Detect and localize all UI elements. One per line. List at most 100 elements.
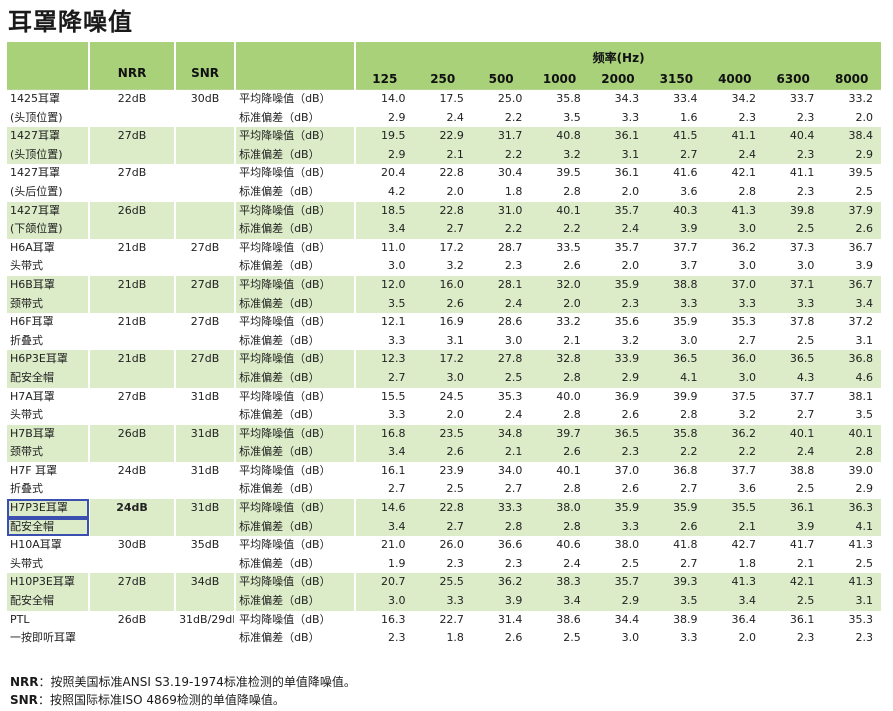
sd-value: 2.5 bbox=[822, 182, 881, 202]
sd-value: 2.3 bbox=[355, 629, 414, 648]
sd-value: 2.5 bbox=[763, 592, 823, 611]
mean-value: 36.9 bbox=[588, 387, 648, 407]
sd-value: 3.7 bbox=[647, 257, 706, 276]
mean-label: 平均降噪值（dB） bbox=[235, 313, 357, 332]
sd-value: 3.5 bbox=[647, 592, 706, 611]
table-row: H7P3E耳罩 24dB 31dB 平均降噪值（dB） 14.6 22.8 33.3 38.0… bbox=[7, 499, 881, 537]
sd-value: 2.1 bbox=[413, 145, 472, 165]
table-row: 颈带式 标准偏差（dB） 3.5 2.6 2.4 2.0 2.3 3.3 3.3 3.3 3.4 bbox=[7, 294, 881, 314]
header-freq-8000: 8000 bbox=[822, 68, 881, 90]
mean-value: 41.3 bbox=[822, 573, 881, 593]
mean-value: 35.9 bbox=[588, 499, 648, 518]
sd-value: 2.8 bbox=[647, 406, 706, 425]
mean-value: 36.1 bbox=[588, 164, 648, 183]
sd-value: 2.1 bbox=[705, 517, 764, 537]
sd-value: 3.9 bbox=[763, 517, 823, 537]
mean-value: 42.1 bbox=[763, 573, 823, 593]
model-variant: 头带式 bbox=[7, 406, 91, 425]
mean-value: 41.6 bbox=[647, 164, 706, 183]
mean-value: 24.5 bbox=[413, 387, 472, 407]
sd-value: 2.0 bbox=[413, 182, 472, 202]
sd-value: 2.5 bbox=[413, 480, 472, 500]
mean-value: 28.7 bbox=[471, 238, 531, 258]
sd-value: 3.2 bbox=[588, 331, 648, 351]
sd-value: 2.9 bbox=[588, 592, 648, 611]
mean-value: 39.3 bbox=[647, 573, 706, 593]
table-row: 头带式 标准偏差（dB） 1.9 2.3 2.3 2.4 2.5 2.7 1.8 2.1 2.5 bbox=[7, 554, 881, 574]
model-name: H7A耳罩 bbox=[7, 387, 91, 407]
nrr-value: 21dB bbox=[89, 238, 177, 276]
header-freq-6300: 6300 bbox=[763, 68, 823, 90]
sd-value: 1.6 bbox=[647, 108, 706, 128]
page-title: 耳罩降噪值 bbox=[8, 8, 133, 36]
sd-value: 3.5 bbox=[530, 108, 589, 128]
sd-value: 3.0 bbox=[471, 331, 531, 351]
mean-value: 23.9 bbox=[413, 461, 472, 481]
sd-value: 3.4 bbox=[355, 220, 414, 239]
sd-label: 标准偏差（dB） bbox=[235, 331, 357, 351]
footnote-text: ：按照国际标准ISO 4869检测的单值降噪值。 bbox=[37, 693, 285, 707]
sd-value: 1.9 bbox=[355, 554, 414, 574]
mean-value: 22.8 bbox=[413, 499, 472, 518]
sd-value: 2.7 bbox=[355, 368, 414, 388]
mean-value: 38.9 bbox=[647, 610, 706, 630]
table-row: H6F耳罩 21dB 27dB 平均降噪值（dB） 12.1 16.9 28.6 33.2 35… bbox=[7, 313, 881, 351]
mean-value: 35.5 bbox=[705, 499, 764, 518]
mean-value: 35.3 bbox=[705, 313, 764, 332]
sd-value: 2.3 bbox=[588, 294, 648, 314]
sd-value: 2.7 bbox=[413, 220, 472, 239]
sd-value: 4.3 bbox=[763, 368, 823, 388]
snr-value: 31dB bbox=[175, 387, 237, 425]
snr-value: 27dB bbox=[175, 275, 237, 314]
mean-value: 39.9 bbox=[647, 387, 706, 407]
model-variant: (头后位置) bbox=[7, 182, 91, 202]
model-name: H6F耳罩 bbox=[7, 313, 91, 332]
mean-value: 36.5 bbox=[647, 350, 706, 369]
mean-label: 平均降噪值（dB） bbox=[235, 610, 357, 630]
sd-value: 2.2 bbox=[647, 443, 706, 462]
sd-value: 3.0 bbox=[705, 220, 764, 239]
sd-value: 2.8 bbox=[530, 182, 589, 202]
sd-value: 4.1 bbox=[822, 517, 881, 537]
sd-value: 3.9 bbox=[647, 220, 706, 239]
mean-label: 平均降噪值（dB） bbox=[235, 127, 357, 146]
table-row: (头顶位置) 标准偏差（dB） 2.9 2.1 2.2 3.2 3.1 2.7 2.4 2.3 2.… bbox=[7, 145, 881, 165]
mean-value: 35.3 bbox=[471, 387, 531, 407]
mean-value: 31.7 bbox=[471, 127, 531, 146]
sd-value: 3.5 bbox=[355, 294, 414, 314]
mean-label: 平均降噪值（dB） bbox=[235, 461, 357, 481]
sd-value: 2.0 bbox=[530, 294, 589, 314]
mean-value: 38.8 bbox=[647, 275, 706, 295]
mean-value: 25.0 bbox=[471, 88, 531, 109]
mean-value: 37.5 bbox=[705, 387, 764, 407]
mean-value: 37.2 bbox=[822, 313, 881, 332]
table-row: PTL 26dB 31dB/29dB 平均降噪值（dB） 16.3 22.7 31.4 38.… bbox=[7, 610, 881, 648]
mean-value: 40.6 bbox=[530, 536, 589, 555]
mean-value: 38.1 bbox=[822, 387, 881, 407]
snr-value: 34dB bbox=[175, 573, 237, 611]
sd-value: 2.6 bbox=[530, 443, 589, 462]
mean-label: 平均降噪值（dB） bbox=[235, 164, 357, 183]
sd-value: 3.0 bbox=[763, 257, 823, 276]
mean-value: 36.3 bbox=[822, 499, 881, 518]
mean-value: 22.7 bbox=[413, 610, 472, 630]
sd-value: 2.2 bbox=[471, 220, 531, 239]
model-variant: 一按即听耳罩 bbox=[7, 629, 91, 648]
sd-value: 2.8 bbox=[530, 517, 589, 537]
mean-value: 38.6 bbox=[530, 610, 589, 630]
footnote-key: SNR bbox=[10, 693, 38, 707]
mean-value: 14.0 bbox=[355, 88, 414, 109]
sd-value: 2.4 bbox=[471, 406, 531, 425]
sd-value: 2.8 bbox=[822, 443, 881, 462]
nrr-value: 22dB bbox=[89, 89, 177, 128]
sd-value: 2.0 bbox=[588, 257, 648, 276]
mean-value: 40.1 bbox=[530, 201, 589, 221]
mean-value: 16.3 bbox=[355, 610, 414, 630]
sd-value: 3.4 bbox=[355, 443, 414, 462]
sd-value: 3.9 bbox=[471, 592, 531, 611]
model-variant: 折叠式 bbox=[7, 480, 91, 500]
header-freq-1000: 1000 bbox=[530, 68, 589, 90]
mean-value: 36.4 bbox=[705, 610, 764, 630]
mean-value: 40.3 bbox=[647, 201, 706, 221]
sd-label: 标准偏差（dB） bbox=[235, 294, 357, 314]
